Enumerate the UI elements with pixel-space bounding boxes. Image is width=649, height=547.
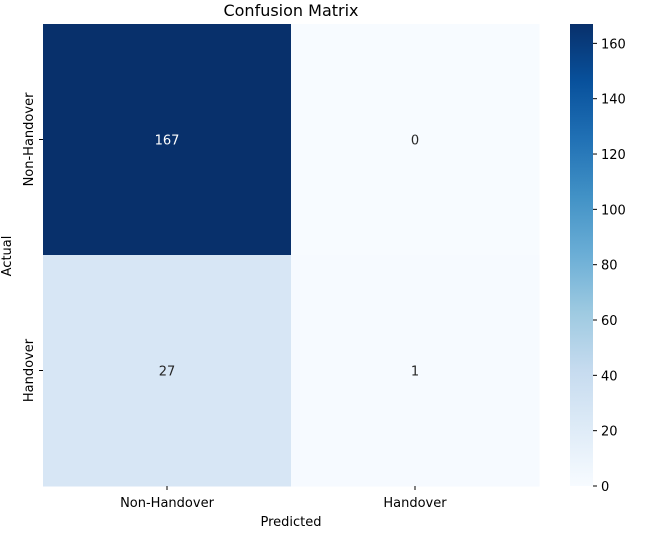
x-tick-label: Handover: [383, 496, 447, 511]
colorbar: [570, 24, 593, 486]
x-tick-label: Non-Handover: [120, 496, 214, 511]
colorbar-ticks: 0 20 40 60 80 100 120 140 160: [593, 37, 626, 495]
colorbar-tick-label: 20: [601, 425, 618, 440]
x-axis-label: Predicted: [260, 515, 321, 530]
colorbar-tick-label: 60: [601, 314, 618, 329]
x-axis: Non-Handover Handover: [120, 486, 447, 511]
cell-value-label: 0: [411, 134, 419, 149]
colorbar-tick-label: 80: [601, 259, 618, 274]
cell-value-label: 167: [155, 134, 180, 149]
colorbar-tick-label: 0: [601, 480, 609, 495]
y-axis: Non-Handover Handover: [22, 92, 43, 402]
heatmap-cell-labels: 167 0 27 1: [155, 134, 420, 380]
y-tick-label: Handover: [22, 338, 37, 402]
colorbar-tick-label: 160: [601, 37, 626, 52]
colorbar-tick-label: 140: [601, 93, 626, 108]
colorbar-tick-label: 100: [601, 203, 626, 218]
heatmap-cells: [43, 24, 540, 487]
y-tick-label: Non-Handover: [22, 92, 37, 186]
heatmap-cell: [291, 255, 540, 487]
heatmap-cell: [43, 24, 292, 256]
cell-value-label: 27: [159, 365, 176, 380]
heatmap-cell: [43, 255, 292, 487]
colorbar-tick-label: 120: [601, 148, 626, 163]
chart-title: Confusion Matrix: [223, 1, 358, 20]
heatmap-cell: [291, 24, 540, 256]
colorbar-tick-label: 40: [601, 369, 618, 384]
cell-value-label: 1: [411, 365, 419, 380]
y-axis-label: Actual: [0, 236, 15, 277]
